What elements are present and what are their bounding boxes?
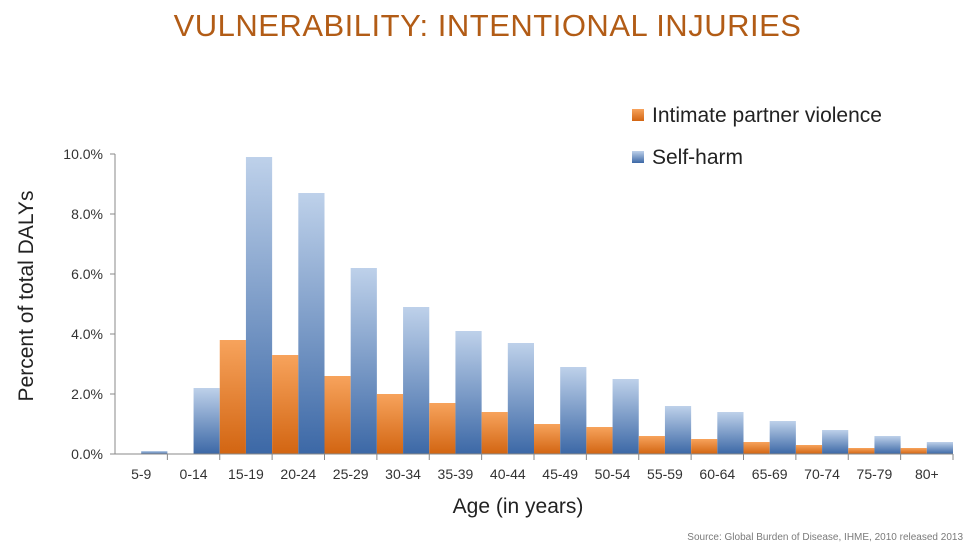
bar-ipv	[848, 448, 875, 454]
bar-self-harm	[298, 193, 325, 454]
bar-ipv	[534, 424, 561, 454]
y-tick-label: 4.0%	[71, 326, 103, 342]
x-tick-label: 75-79	[857, 466, 893, 482]
x-tick-label: 80+	[915, 466, 939, 482]
bar-self-harm	[141, 451, 168, 454]
bar-self-harm	[403, 307, 430, 454]
bar-self-harm	[507, 343, 534, 454]
x-tick-label: 65-69	[752, 466, 788, 482]
legend-swatch-self-harm	[632, 151, 644, 163]
bar-ipv	[691, 439, 718, 454]
bar-ipv	[638, 436, 665, 454]
x-tick-label: 45-49	[542, 466, 578, 482]
legend-label-self-harm: Self-harm	[652, 146, 743, 169]
x-tick-label: 5-9	[131, 466, 151, 482]
x-tick-label: 55-59	[647, 466, 683, 482]
bar-self-harm	[874, 436, 901, 454]
x-tick-label: 35-39	[438, 466, 474, 482]
bar-ipv	[429, 403, 456, 454]
x-tick-label: 20-24	[280, 466, 316, 482]
bar-self-harm	[245, 157, 273, 454]
bar-self-harm	[455, 331, 482, 454]
bar-self-harm	[664, 406, 692, 454]
slide-title: VULNERABILITY: INTENTIONAL INJURIES	[173, 8, 802, 43]
plot-area: 0.0% 2.0% 4.0% 6.0% 8.0% 10.0% 5-9 0-14 15-19 20-…	[63, 146, 954, 482]
source-note: Source: Global Burden of Disease, IHME, …	[687, 532, 963, 543]
bar-ipv	[900, 448, 927, 454]
bar-ipv	[795, 445, 823, 454]
bar-self-harm	[717, 412, 744, 454]
bar-self-harm	[560, 367, 587, 454]
bar-ipv	[481, 412, 508, 454]
bar-self-harm	[612, 379, 639, 454]
x-tick-label: 70-74	[804, 466, 840, 482]
legend-swatch-ipv	[632, 109, 644, 121]
bar-ipv	[272, 355, 299, 454]
y-tick-label: 2.0%	[71, 386, 103, 402]
x-tick-label: 30-34	[385, 466, 421, 482]
x-tick-label: 50-54	[595, 466, 631, 482]
y-axis-title: Percent of total DALYs	[15, 191, 38, 402]
bar-self-harm	[822, 430, 849, 454]
bar-ipv	[743, 442, 770, 454]
bar-self-harm	[350, 268, 377, 454]
x-tick-label: 0-14	[180, 466, 208, 482]
bar-self-harm	[926, 442, 953, 454]
x-tick-label: 60-64	[699, 466, 735, 482]
bar-ipv	[324, 376, 351, 454]
x-tick-label: 15-19	[228, 466, 264, 482]
x-tick-label: 25-29	[333, 466, 369, 482]
x-axis-title: Age (in years)	[453, 495, 584, 518]
legend-label-ipv: Intimate partner violence	[652, 104, 882, 127]
bar-self-harm	[193, 388, 220, 454]
y-tick-label: 8.0%	[71, 206, 103, 222]
y-tick-label: 6.0%	[71, 266, 103, 282]
bar-ipv	[219, 340, 246, 454]
y-tick-label: 0.0%	[71, 446, 103, 462]
legend: Intimate partner violence Self-harm	[632, 104, 882, 169]
bar-ipv	[376, 394, 404, 454]
bar-ipv	[586, 427, 613, 454]
y-tick-label: 10.0%	[63, 146, 103, 162]
x-tick-label: 40-44	[490, 466, 526, 482]
bar-self-harm	[769, 421, 796, 454]
